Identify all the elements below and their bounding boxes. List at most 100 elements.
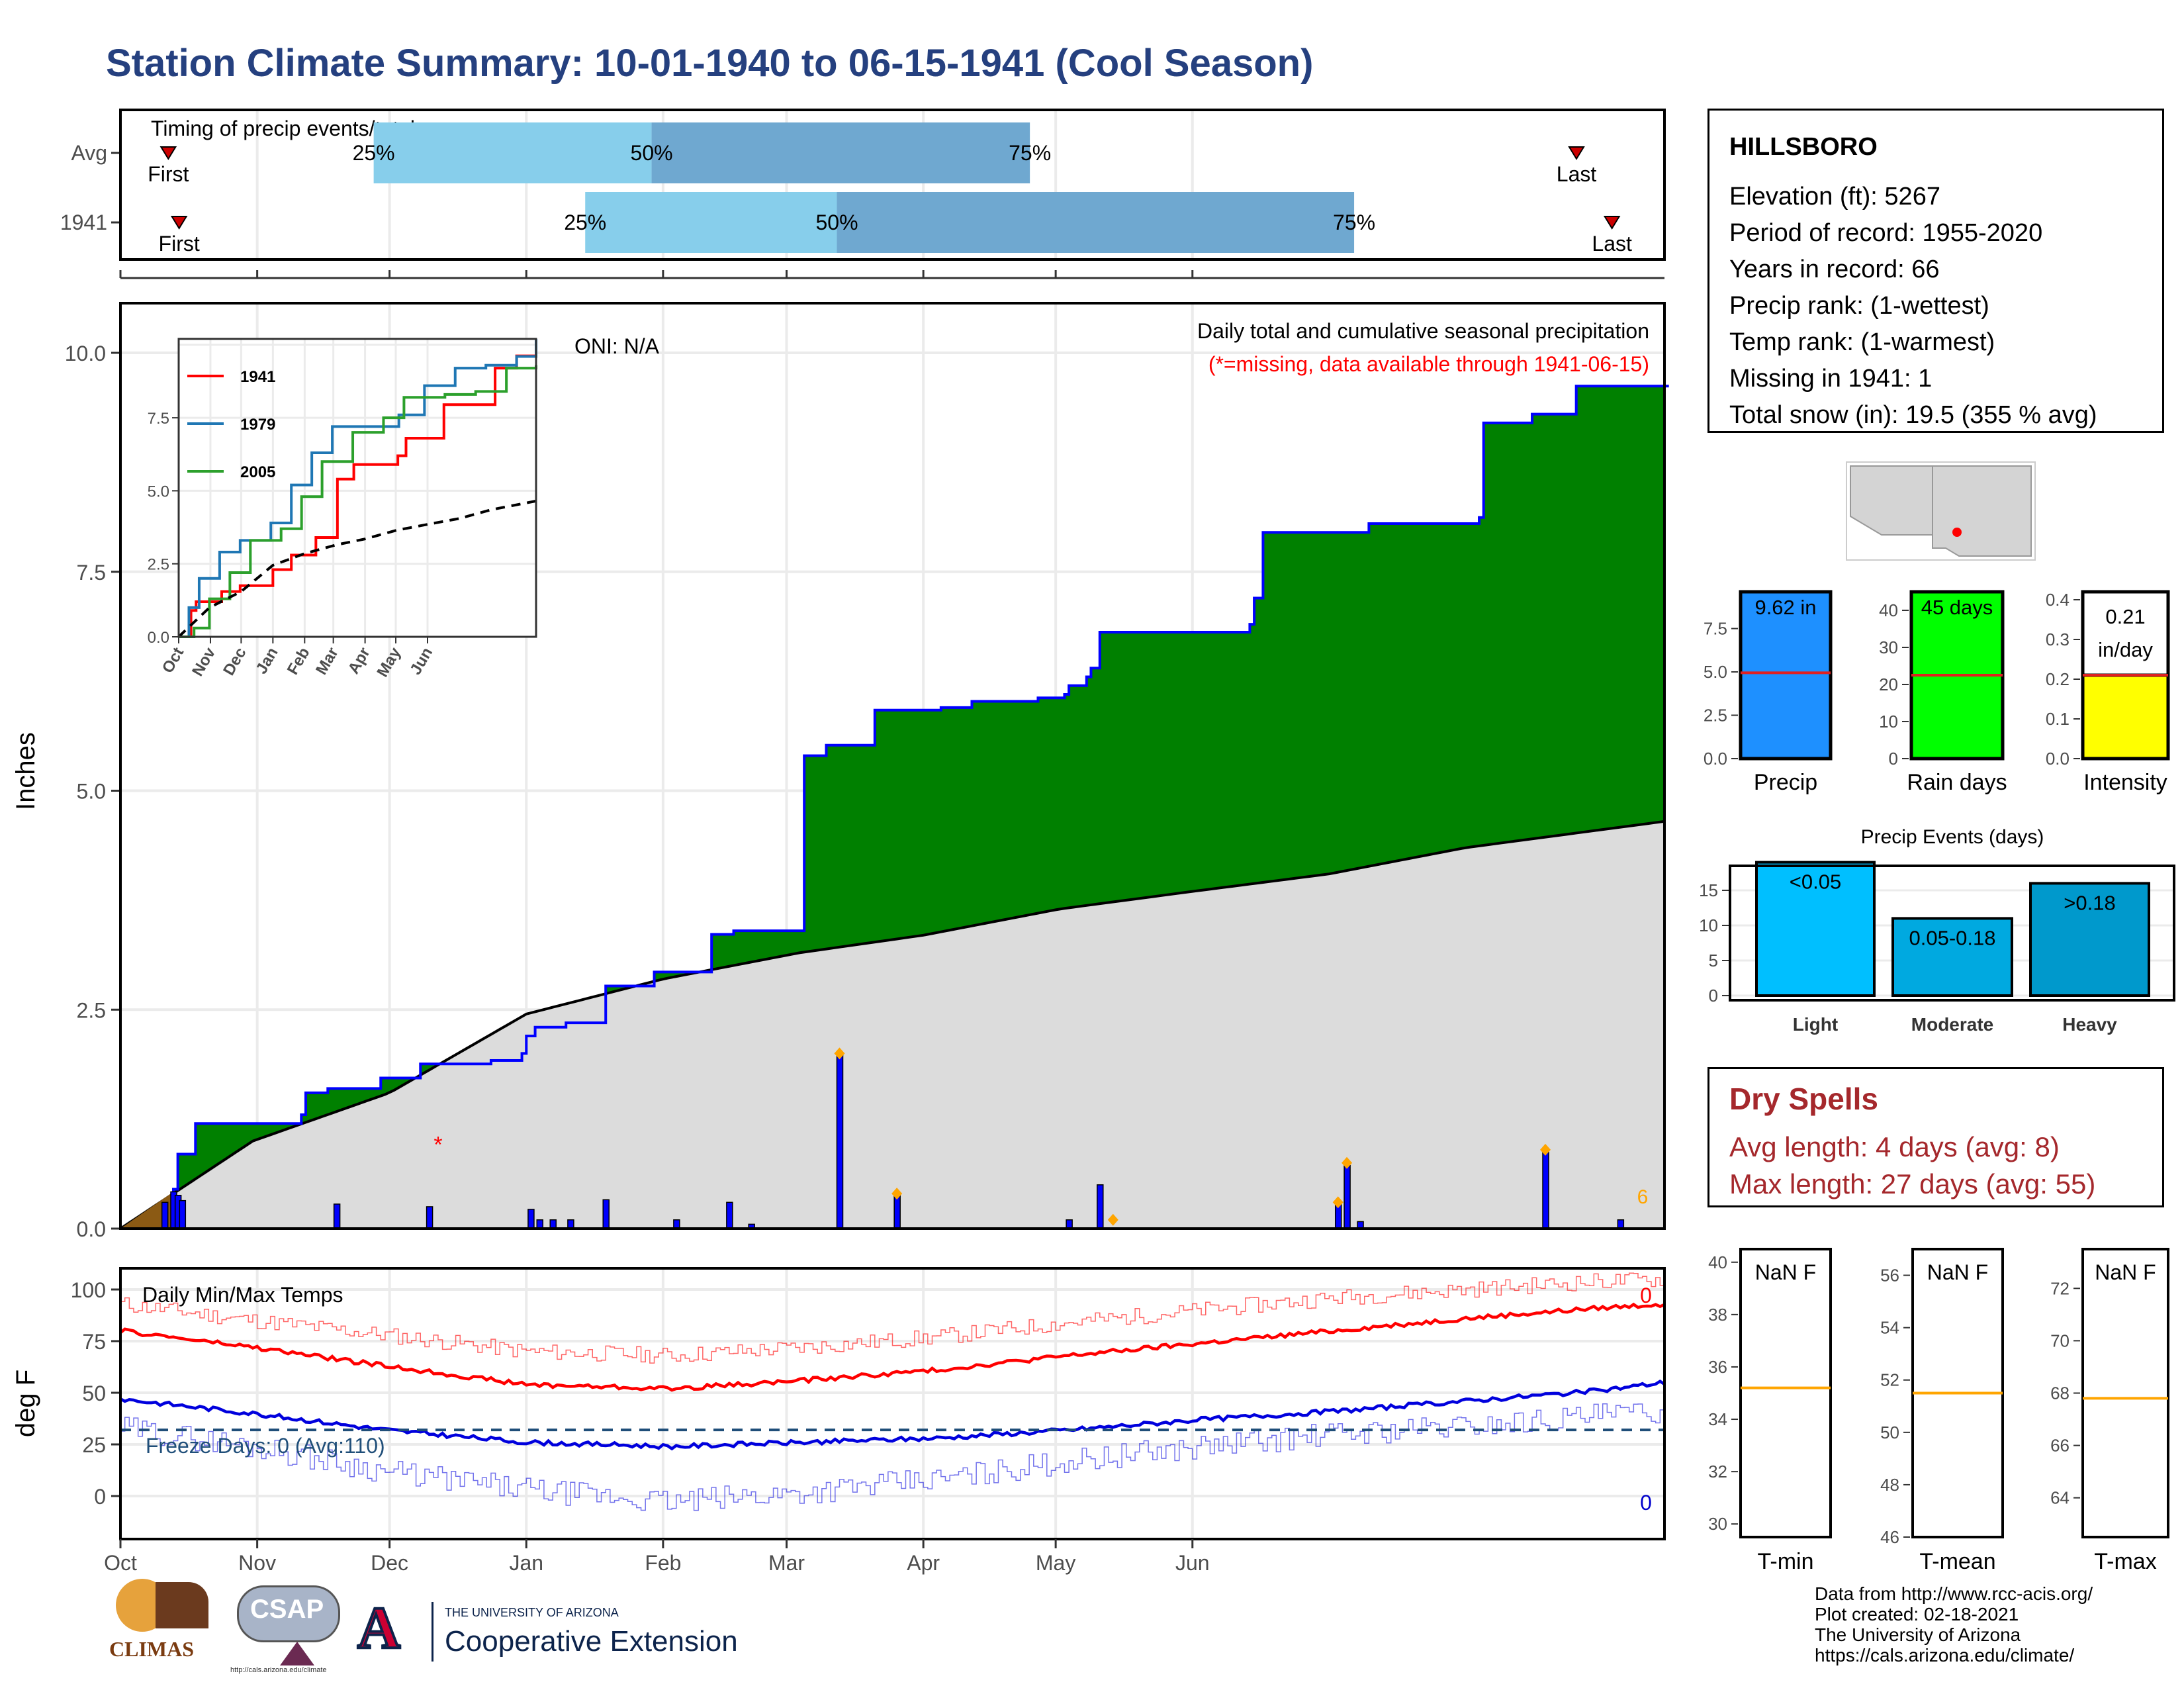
precip-frame (119, 302, 1666, 1230)
inset-y-tick-label: 5.0 (148, 483, 169, 500)
temp-summary-y-tick-label: 38 (1708, 1305, 1727, 1325)
avg-min-temp-line (119, 1379, 1666, 1451)
inset-frame (177, 338, 537, 638)
daily-precip-bar (161, 1201, 169, 1229)
inset-y-tick-label: 2.5 (148, 556, 169, 574)
inset-series-1941 (179, 354, 536, 638)
temp-frame (119, 1267, 1666, 1540)
summary-category-label: Rain days (1907, 770, 2007, 795)
snow-diamond-marker (834, 1047, 845, 1060)
timing-q25-label: 25% (564, 211, 606, 234)
temp-summary-y-tick-label: 34 (1708, 1409, 1727, 1429)
snow-diamond-marker (891, 1188, 903, 1200)
inset-series-2005 (179, 365, 537, 638)
footer-line-4: https://cals.arizona.edu/climate/ (1815, 1645, 2075, 1665)
temp-summary-y-tick-label: 72 (2050, 1278, 2070, 1298)
deficit-wedge (120, 1192, 173, 1229)
csap-url: http://cals.arizona.edu/climate (230, 1666, 327, 1674)
summary-y-tick-label: 0.3 (2046, 630, 2070, 649)
events-category-label: Moderate (1911, 1014, 1993, 1035)
month-tick-label: Oct (104, 1551, 137, 1575)
temp-summary-category-label: T-max (2094, 1549, 2156, 1574)
snow-diamond-marker (1107, 1213, 1118, 1226)
timing-first-marker (170, 216, 188, 230)
summary-bar-frame (1739, 590, 1833, 761)
temp-summary-value-label: NaN F (2095, 1260, 2156, 1284)
temp-chart-title: Daily Min/Max Temps (142, 1283, 343, 1307)
dry-spells-title: Dry Spells (1729, 1082, 1878, 1116)
summary-category-label: Precip (1754, 770, 1817, 795)
timing-last-marker (1568, 146, 1585, 160)
summary-y-tick-label: 0.2 (2046, 669, 2070, 689)
ua-logo-divider (432, 1602, 433, 1662)
temp-y-tick-label: 100 (71, 1278, 106, 1302)
events-y-tick-label: 0 (1709, 986, 1718, 1006)
summary-y-tick-label: 40 (1879, 600, 1898, 620)
temperature-summary-panel: NaN F 30 32 34 36 38 40 T-min NaN F 46 48 50 52 54 56 T… (1708, 1248, 2169, 1574)
years-text: Years in record: 66 (1729, 256, 1940, 283)
temp-summary-y-tick-label: 48 (1880, 1475, 1899, 1495)
snow-text: Total snow (in): 19.5 (355 % avg) (1729, 401, 2097, 429)
timing-row-label: Avg (71, 141, 107, 165)
temp-summary-y-tick-label: 36 (1708, 1357, 1727, 1377)
snow-diamond-marker (1342, 1156, 1353, 1169)
timing-first-label: First (159, 232, 200, 256)
dry-spells-max: Max length: 27 days (avg: 55) (1729, 1168, 2096, 1199)
temp-y-tick-label: 0 (94, 1485, 106, 1509)
events-bar-value-label: 0.05-0.18 (1909, 926, 1996, 949)
normal-precip-area (120, 821, 1664, 1229)
inset-legend-label: 1979 (240, 416, 275, 434)
inset-background (179, 339, 536, 637)
month-tick-label: May (1036, 1551, 1075, 1575)
events-category-label: Heavy (2062, 1014, 2117, 1035)
daily-precip-bar (1542, 1150, 1549, 1229)
oni-label: ONI: N/A (574, 334, 660, 358)
inset-y-tick-label: 0.0 (148, 629, 169, 647)
summary-y-tick-label: 7.5 (1704, 619, 1727, 639)
month-tick-label: Dec (371, 1551, 408, 1575)
timing-q25-label: 25% (353, 141, 395, 165)
temp-summary-y-tick-label: 50 (1880, 1423, 1899, 1442)
summary-y-tick-label: 0.1 (2046, 709, 2070, 729)
dry-spells-box: Dry Spells Avg length: 4 days (avg: 8) M… (1707, 1067, 2164, 1207)
snow-diamond-marker (1332, 1196, 1343, 1209)
temp-summary-y-tick-label: 52 (1880, 1370, 1899, 1390)
normal-precip-line (119, 820, 1665, 1230)
csap-logo: CSAP http://cals.arizona.edu/climate (230, 1579, 346, 1675)
footer-line-3: The University of Arizona (1815, 1624, 2021, 1645)
precip-chart-subtitle: (*=missing, data available through 1941-… (1208, 352, 1649, 376)
temp-summary-y-tick-label: 30 (1708, 1514, 1727, 1534)
events-bar-moderate (1891, 917, 2013, 998)
temp-summary-value-label: NaN F (1927, 1260, 1988, 1284)
inset-series-1979 (179, 339, 537, 638)
summary-y-tick-label: 2.5 (1704, 706, 1727, 726)
month-tick-label: Mar (768, 1551, 805, 1575)
elevation-text: Elevation (ft): 5267 (1729, 183, 1940, 211)
events-category-label: Light (1793, 1014, 1838, 1035)
missing-data-marker: * (433, 1132, 442, 1157)
csap-cloud-icon (237, 1585, 340, 1642)
precip-y-axis-label: Inches (11, 732, 40, 810)
temp-y-tick-label: 25 (82, 1433, 106, 1457)
dry-spells-avg: Avg length: 4 days (avg: 8) (1729, 1131, 2060, 1162)
avg-max-temp-line (119, 1302, 1665, 1392)
footer-credits: Data from http://www.rcc-acis.org/ Plot … (1815, 1583, 2093, 1665)
summary-y-tick-label: 10 (1879, 712, 1898, 731)
summary-y-tick-label: 30 (1879, 637, 1898, 657)
period-text: Period of record: 1955-2020 (1729, 219, 2043, 247)
temp-y-tick-label: 50 (82, 1382, 106, 1405)
month-tick-label: Nov (238, 1551, 276, 1575)
freeze-days-label: Freeze Days: 0 (Avg:110) (146, 1434, 385, 1458)
timing-last-label: Last (1557, 162, 1597, 186)
csap-mountain-icon (280, 1642, 314, 1665)
timing-bar-25-50 (373, 122, 652, 183)
summary-y-tick-label: 0.0 (2046, 749, 2070, 769)
map-state-east (1932, 465, 2032, 557)
month-tick-label: Feb (645, 1551, 681, 1575)
temp-y-axis-label: deg F (11, 1370, 40, 1437)
page-title: Station Climate Summary: 10-01-1940 to 0… (106, 42, 1314, 85)
timing-q50-label: 50% (631, 141, 673, 165)
climas-mesa-icon (156, 1582, 208, 1628)
